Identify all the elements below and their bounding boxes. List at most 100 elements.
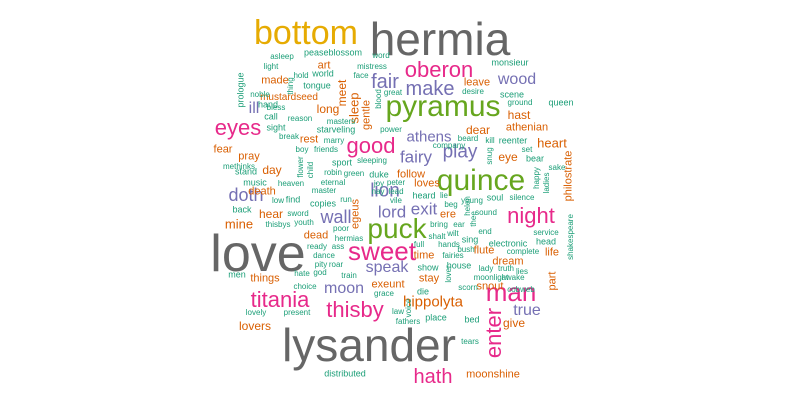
word: things <box>250 272 280 285</box>
word: hippolyta <box>402 293 464 311</box>
word: great <box>383 88 403 97</box>
word: hermias <box>334 234 364 243</box>
word: place <box>425 312 447 323</box>
word: masters <box>326 117 356 126</box>
word: wall <box>320 207 352 227</box>
word: light <box>263 62 279 71</box>
word: time <box>413 249 435 262</box>
word: peter <box>386 178 406 187</box>
word: back <box>232 204 252 215</box>
word: dead <box>303 229 329 242</box>
word: master <box>311 186 337 195</box>
word: mine <box>224 216 254 232</box>
word: life <box>544 246 560 259</box>
word: hold <box>293 71 309 80</box>
word: ear <box>453 220 465 229</box>
word: low <box>271 196 285 205</box>
word: run <box>340 195 352 204</box>
word: show <box>417 262 439 273</box>
word: stay <box>418 272 440 285</box>
word: loves <box>414 177 440 190</box>
word: make <box>405 78 455 100</box>
word: philostrate <box>562 150 575 202</box>
word: art <box>317 59 331 72</box>
word: bring <box>430 220 448 229</box>
word: rest <box>299 133 319 146</box>
word: ere <box>440 208 456 221</box>
word: cobweb <box>507 285 535 294</box>
word: sound <box>475 208 497 217</box>
word: speak <box>365 259 409 276</box>
word: face <box>353 71 369 80</box>
word: eye <box>498 150 518 164</box>
word: set <box>521 145 533 154</box>
word: asleep <box>270 52 294 61</box>
word: hand <box>257 99 279 110</box>
word: dance <box>313 251 335 260</box>
word: silence <box>509 193 535 202</box>
word: thee <box>469 211 478 227</box>
word: thisby <box>326 297 384 322</box>
word: starveling <box>316 124 356 135</box>
word: titania <box>250 287 310 312</box>
word: friends <box>313 145 339 154</box>
word: beg <box>444 200 458 209</box>
word: lie <box>439 191 449 200</box>
word: stand <box>234 166 258 177</box>
word: sight <box>266 122 286 133</box>
word: scene <box>499 89 525 100</box>
word: pyramus <box>385 90 501 123</box>
word: thing <box>286 77 295 95</box>
word: distributed <box>324 368 366 379</box>
word: poor <box>332 224 350 233</box>
word: puck <box>367 213 427 244</box>
word: young <box>461 196 483 205</box>
word: god <box>313 268 327 277</box>
word: made <box>261 74 289 87</box>
word: leave <box>463 76 491 89</box>
word: athens <box>406 128 452 146</box>
word: methinks <box>222 162 256 171</box>
word: end <box>478 227 492 236</box>
word: call <box>264 111 278 122</box>
word: music <box>243 177 267 188</box>
word: doth <box>228 185 264 205</box>
word: tears <box>461 337 479 346</box>
word: flower <box>296 156 305 178</box>
word: shakespeare <box>566 214 575 260</box>
word: gentle <box>360 100 373 130</box>
word: true <box>513 302 541 319</box>
word: monsieur <box>491 57 529 68</box>
word: dear <box>465 123 491 137</box>
word: bed <box>464 314 480 325</box>
word: pity <box>314 260 328 269</box>
word: train <box>341 271 357 280</box>
word: part <box>546 271 559 291</box>
word: prologue <box>235 72 246 108</box>
word: eyes <box>214 115 262 140</box>
word: men <box>228 269 246 280</box>
word: word <box>372 51 390 60</box>
word: snug <box>485 147 494 165</box>
word: hands <box>438 240 460 249</box>
word: moon <box>323 280 365 297</box>
word: desire <box>462 87 484 96</box>
word: service <box>533 228 559 237</box>
word: give <box>502 316 526 330</box>
word: choice <box>293 282 317 291</box>
word: fairies <box>442 251 464 260</box>
word: good <box>346 133 396 158</box>
word: kill <box>485 136 495 145</box>
word: flute <box>473 244 495 257</box>
word: heaven <box>277 179 305 188</box>
word: ready <box>306 242 328 251</box>
word: ground <box>507 98 533 107</box>
word: mustardseed <box>260 92 318 103</box>
word: youth <box>294 218 314 227</box>
word: sleeping <box>357 156 387 165</box>
word: power <box>380 125 402 134</box>
word: sake <box>548 163 566 172</box>
word: bless <box>266 103 286 112</box>
word: roar <box>328 260 344 269</box>
